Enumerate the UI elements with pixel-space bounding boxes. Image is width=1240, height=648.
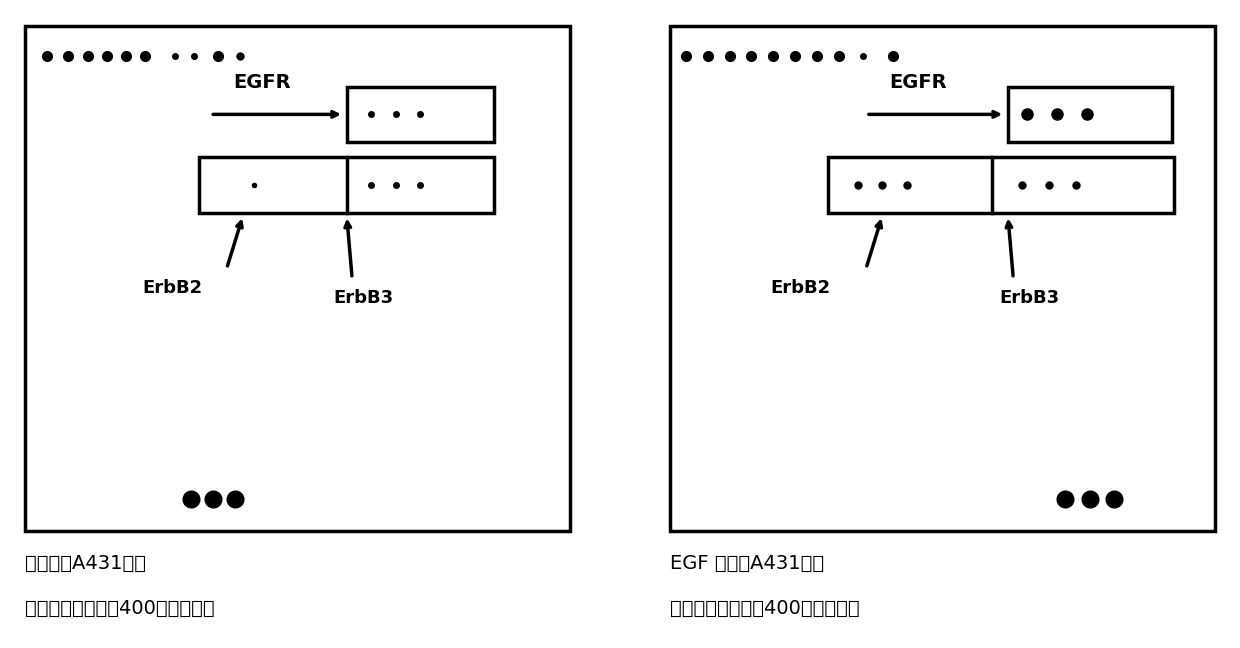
Text: ErbB2: ErbB2 [770,279,831,297]
Text: 未处理的A431细胞: 未处理的A431细胞 [25,554,146,573]
Text: ErbB3: ErbB3 [334,289,393,307]
Text: EGFR: EGFR [889,73,946,91]
Bar [828,157,1174,213]
Bar [670,26,1215,531]
Bar [25,26,570,531]
Bar [1008,87,1172,142]
Bar [200,157,494,213]
Text: 细胞裂解液浓度：400微克每毫升: 细胞裂解液浓度：400微克每毫升 [670,599,859,618]
Bar [347,87,494,142]
Text: EGFR: EGFR [233,73,291,91]
Text: ErbB3: ErbB3 [999,289,1060,307]
Text: EGF 处理的A431细胞: EGF 处理的A431细胞 [670,554,823,573]
Text: ErbB2: ErbB2 [143,279,202,297]
Text: 细胞裂解液浓度：400微克每毫升: 细胞裂解液浓度：400微克每毫升 [25,599,215,618]
